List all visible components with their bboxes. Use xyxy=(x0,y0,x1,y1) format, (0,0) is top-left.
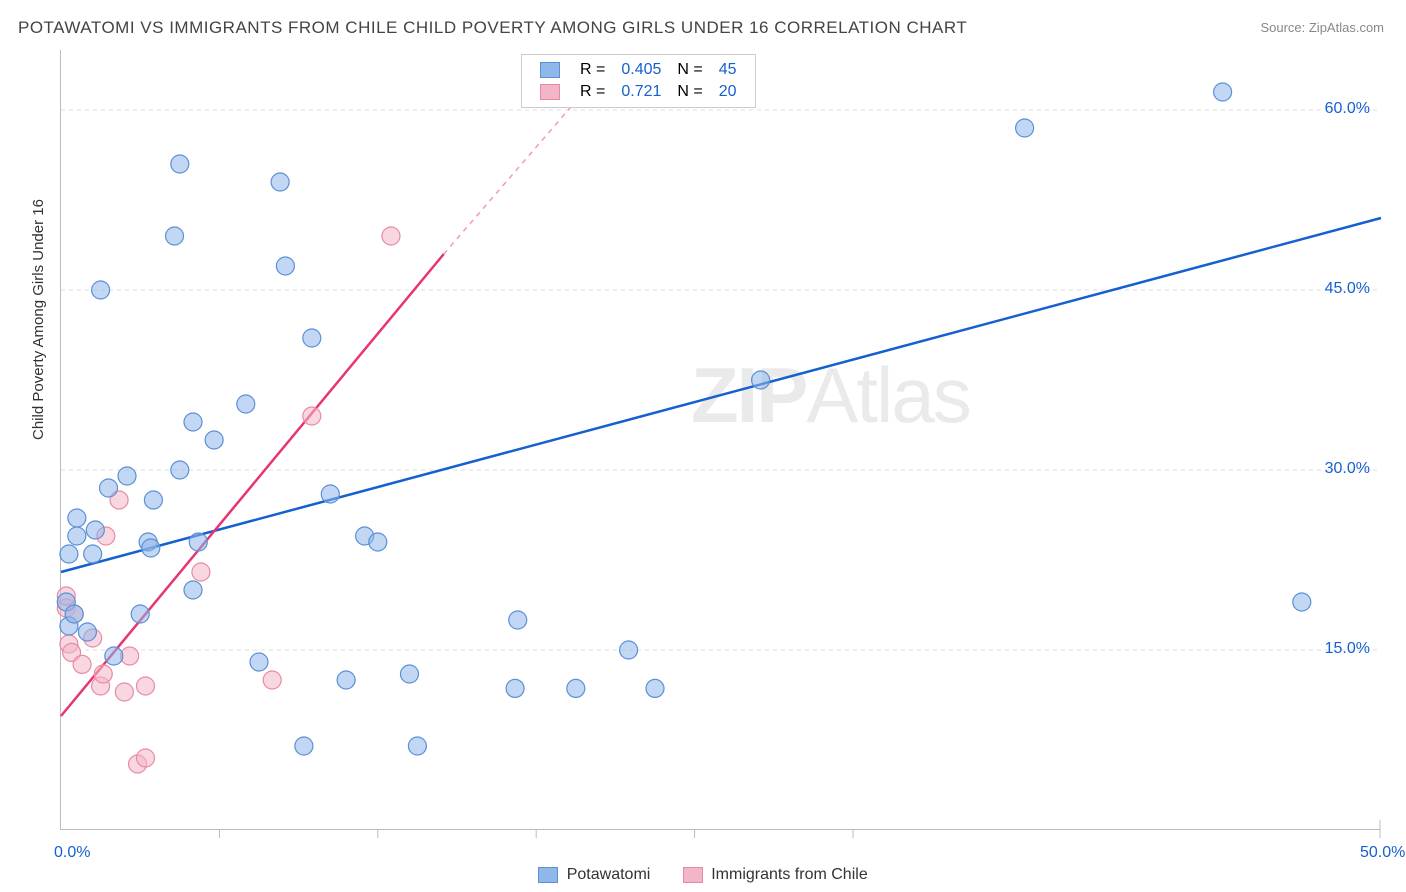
legend-item-chile: Immigrants from Chile xyxy=(683,866,868,884)
r-label: R = xyxy=(572,81,613,103)
ytick-label: 30.0% xyxy=(1325,460,1370,478)
legend-row-potawatomi: R = 0.405 N = 45 xyxy=(532,59,745,81)
correlation-legend: R = 0.405 N = 45 R = 0.721 N = 20 xyxy=(521,54,756,108)
series-legend: Potawatomi Immigrants from Chile xyxy=(0,866,1406,884)
n-val-chile: 20 xyxy=(711,81,745,103)
chart-title: POTAWATOMI VS IMMIGRANTS FROM CHILE CHIL… xyxy=(18,18,967,38)
r-label: R = xyxy=(572,59,613,81)
swatch-chile xyxy=(683,867,703,883)
n-val-potawatomi: 45 xyxy=(711,59,745,81)
xtick-label: 0.0% xyxy=(54,844,90,862)
swatch-potawatomi xyxy=(538,867,558,883)
y-axis-label: Child Poverty Among Girls Under 16 xyxy=(30,199,47,440)
source-attribution: Source: ZipAtlas.com xyxy=(1260,20,1384,35)
n-label: N = xyxy=(669,59,710,81)
n-label: N = xyxy=(669,81,710,103)
ytick-label: 45.0% xyxy=(1325,280,1370,298)
plot-svg xyxy=(61,50,1380,829)
legend-label: Immigrants from Chile xyxy=(711,866,867,883)
ytick-label: 15.0% xyxy=(1325,640,1370,658)
swatch-potawatomi xyxy=(540,62,560,78)
r-val-potawatomi: 0.405 xyxy=(613,59,669,81)
correlation-chart: POTAWATOMI VS IMMIGRANTS FROM CHILE CHIL… xyxy=(0,0,1406,892)
xtick-label: 50.0% xyxy=(1360,844,1405,862)
legend-item-potawatomi: Potawatomi xyxy=(538,866,650,884)
plot-area: ZIPAtlas R = 0.405 N = 45 R = 0.721 N = … xyxy=(60,50,1380,830)
legend-row-chile: R = 0.721 N = 20 xyxy=(532,81,745,103)
legend-label: Potawatomi xyxy=(567,866,651,883)
ytick-label: 60.0% xyxy=(1325,100,1370,118)
r-val-chile: 0.721 xyxy=(613,81,669,103)
swatch-chile xyxy=(540,84,560,100)
